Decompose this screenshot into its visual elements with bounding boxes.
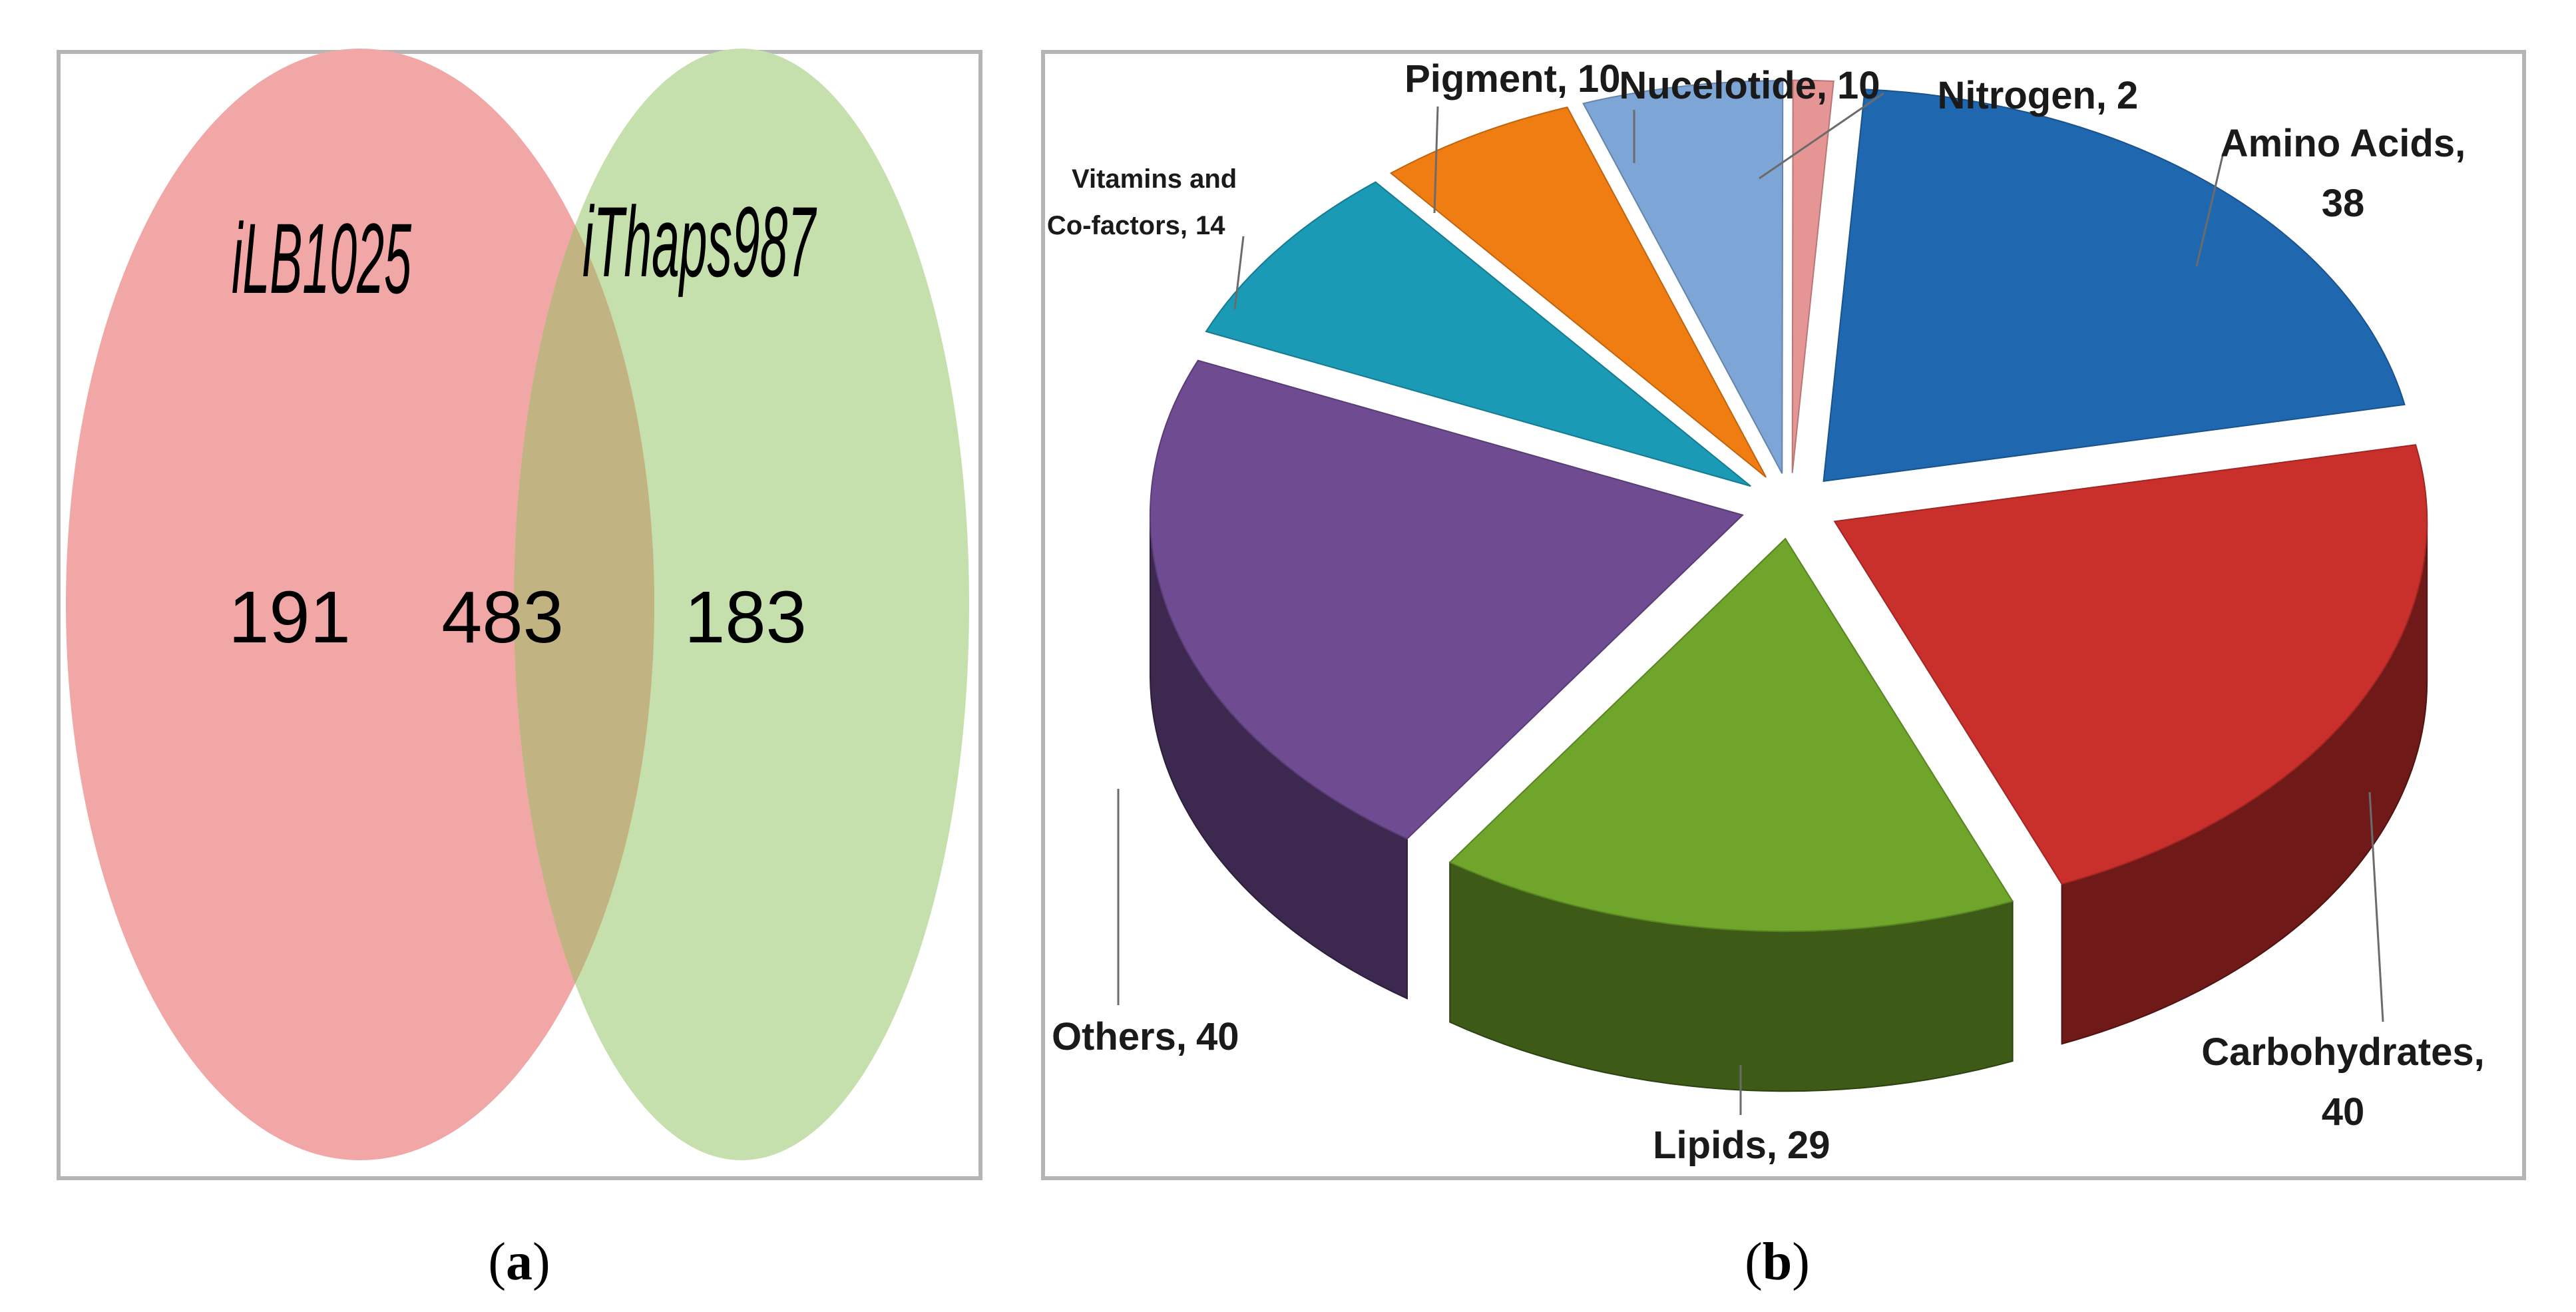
venn-count-intersection: 483 bbox=[441, 576, 564, 658]
pie-label-carbohydrates: Carbohydrates, bbox=[2201, 1030, 2484, 1074]
pie-label-vitamins-line1: Vitamins and bbox=[1072, 164, 1237, 194]
pie-panel: Amino Acids, 38 Carbohydrates, 40 Lipids… bbox=[1041, 50, 2526, 1180]
pie-leader-line-pigment bbox=[1433, 106, 1439, 214]
venn-count-ilb1025-only: 191 bbox=[228, 576, 351, 658]
pie-slice-lipids bbox=[1448, 537, 2014, 933]
pie-walls bbox=[1149, 515, 2428, 1092]
pie-slice-nucelotide bbox=[1582, 80, 1784, 474]
pie-labels: Amino Acids, 38 Carbohydrates, 40 Lipids… bbox=[1047, 57, 2485, 1167]
panel-caption-b: (b) bbox=[1745, 1233, 1810, 1291]
pie-label-others: Others, bbox=[1052, 1015, 1187, 1058]
pie-label-vitamins-line2: Co-factors, bbox=[1047, 211, 1187, 240]
pie-slice-vitamins-and bbox=[1205, 181, 1751, 487]
pie-value-pigment: 10 bbox=[1578, 57, 1621, 101]
pie-label-lipids: Lipids, bbox=[1653, 1124, 1777, 1167]
pie-label-nitrogen: Nitrogen, bbox=[1937, 74, 2107, 117]
venn-panel: iLB1025 iThaps987 191 483 183 bbox=[57, 49, 982, 1180]
pie-leader-line-vitamins-and bbox=[1233, 236, 1245, 310]
pie-value-lipids: 29 bbox=[1787, 1124, 1830, 1167]
pie-leaders bbox=[1117, 92, 2384, 1115]
pie-label-pigment: Pigment, bbox=[1404, 57, 1568, 101]
pie-slice-nitrogen bbox=[1791, 79, 1834, 473]
venn-set-label-ilb1025: iLB1025 bbox=[232, 202, 411, 314]
pie-tops bbox=[1149, 79, 2428, 933]
pie-slice-others bbox=[1149, 359, 1744, 840]
venn-set-label-ithaps987: iThaps987 bbox=[582, 186, 817, 298]
pie-slice-carbohydrates bbox=[1833, 444, 2428, 885]
pie-value-nucelotide: 10 bbox=[1837, 64, 1880, 107]
pie-label-amino-acids: Amino Acids, bbox=[2221, 122, 2466, 165]
venn-set-ithaps987 bbox=[514, 49, 969, 1160]
pie-leader-line-amino-acids bbox=[2195, 152, 2225, 267]
venn-count-ithaps987-only: 183 bbox=[684, 576, 807, 658]
pie-value-others: 40 bbox=[1196, 1015, 1239, 1058]
pie-slice-pigment bbox=[1389, 106, 1767, 478]
venn-set-ilb1025 bbox=[66, 49, 654, 1160]
pie-value-vitamins: 14 bbox=[1195, 211, 1225, 240]
pie-leader-line-nitrogen bbox=[1759, 92, 1884, 180]
pie-leader-line-carbohydrates bbox=[2368, 791, 2384, 1022]
pie-value-nitrogen: 2 bbox=[2117, 74, 2138, 117]
pie-value-carbohydrates: 40 bbox=[2322, 1090, 2365, 1134]
pie-value-amino-acids: 38 bbox=[2322, 182, 2365, 225]
panel-caption-a: (a) bbox=[488, 1233, 550, 1291]
pie-label-nucelotide: Nucelotide, bbox=[1619, 64, 1827, 107]
